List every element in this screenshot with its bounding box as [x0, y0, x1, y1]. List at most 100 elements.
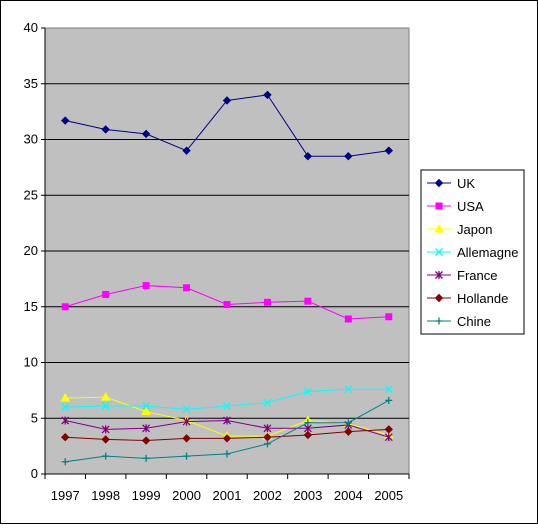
x-tick-label: 1997 — [51, 488, 80, 503]
data-point-usa — [61, 303, 69, 311]
data-point-hollande — [384, 425, 393, 434]
data-point-usa — [183, 284, 191, 292]
x-tick-label: 2003 — [293, 488, 322, 503]
legend-label-hollande: Hollande — [457, 291, 508, 306]
y-tick-label: 10 — [24, 355, 38, 370]
axes: 0 5 10 15 20 25 30 35 40 1997 1998 1999 2000 2001 2002… — [24, 20, 410, 503]
data-point-japon — [141, 406, 151, 416]
data-point-france — [384, 433, 393, 442]
legend-item-usa: USA — [427, 199, 484, 214]
legend-marker-usa — [435, 202, 443, 210]
series-france — [61, 416, 393, 442]
data-point-hollande — [182, 434, 191, 443]
data-point-france — [61, 416, 70, 425]
legend-item-japon: Japon — [427, 222, 492, 237]
legend-marker-hollande — [434, 293, 444, 303]
legend-marker-uk — [434, 178, 444, 188]
data-point-japon — [100, 392, 111, 401]
data-point-usa — [142, 282, 150, 290]
data-point-japon — [60, 393, 71, 402]
legend-marker-allemagne — [435, 248, 443, 256]
x-tick-label: 2001 — [213, 488, 242, 503]
y-tick-label: 35 — [24, 76, 38, 91]
data-point-allemagne — [263, 398, 272, 407]
legend-item-hollande: Hollande — [427, 291, 508, 306]
x-tick-label: 2000 — [172, 488, 201, 503]
data-point-uk — [101, 125, 110, 134]
legend-label-chine: Chine — [457, 314, 491, 329]
data-point-hollande — [101, 435, 110, 444]
series-allemagne — [61, 385, 393, 414]
y-tick-label: 15 — [24, 299, 38, 314]
y-tick-label: 20 — [24, 243, 38, 258]
data-point-chine — [102, 452, 110, 460]
data-point-usa — [102, 290, 110, 298]
data-point-usa — [304, 297, 312, 305]
data-point-allemagne — [344, 385, 353, 394]
data-point-allemagne — [384, 385, 393, 394]
data-point-hollande — [344, 427, 353, 436]
legend-item-chine: Chine — [427, 314, 491, 329]
data-point-uk — [141, 129, 151, 139]
data-point-france — [263, 424, 272, 433]
data-point-france — [101, 425, 110, 434]
data-point-hollande — [303, 430, 313, 440]
legend-label-france: France — [457, 268, 497, 283]
data-point-uk — [61, 116, 70, 125]
series-uk — [61, 90, 393, 161]
y-tick-label: 5 — [31, 410, 38, 425]
legend-item-uk: UK — [427, 176, 475, 191]
series-usa — [61, 282, 393, 323]
legend-marker-chine — [435, 317, 443, 325]
legend-item-allemagne: Allemagne — [427, 245, 518, 260]
y-tick-label: 30 — [24, 132, 38, 147]
x-tick-label: 1999 — [132, 488, 161, 503]
series-group — [60, 90, 394, 466]
data-point-usa — [385, 313, 393, 321]
data-point-chine — [344, 419, 352, 427]
x-tick-label: 2004 — [334, 488, 363, 503]
data-point-allemagne — [182, 405, 191, 414]
legend-label-usa: USA — [457, 199, 484, 214]
data-point-france — [223, 416, 231, 425]
series-chine — [61, 396, 393, 466]
data-point-hollande — [141, 436, 151, 445]
legend-label-uk: UK — [457, 176, 475, 191]
data-point-chine — [142, 454, 150, 462]
x-tick-label: 2002 — [253, 488, 282, 503]
legend-marker-japon — [434, 223, 444, 233]
legend: UK USA Japon Allemagne France Hollande Chine — [420, 169, 525, 335]
y-tick-label: 25 — [24, 187, 38, 202]
data-point-hollande — [61, 432, 70, 442]
data-point-chine — [223, 450, 231, 458]
x-tick-label: 1998 — [91, 488, 120, 503]
legend-label-japon: Japon — [457, 222, 492, 237]
data-point-allemagne — [223, 402, 231, 410]
data-point-allemagne — [61, 403, 70, 412]
data-point-chine — [183, 452, 191, 460]
data-point-usa — [223, 301, 231, 309]
data-point-chine — [385, 396, 393, 404]
data-point-france — [182, 417, 191, 426]
y-tick-label: 0 — [31, 466, 38, 481]
data-point-uk — [263, 90, 272, 100]
legend-marker-france — [435, 271, 443, 279]
data-point-uk — [182, 146, 191, 155]
y-tick-label: 40 — [24, 20, 38, 35]
x-tick-label: 2005 — [374, 488, 403, 503]
data-point-usa — [263, 298, 271, 306]
data-point-usa — [344, 315, 352, 323]
data-point-allemagne — [142, 402, 151, 410]
data-point-uk — [222, 96, 232, 105]
data-point-chine — [61, 458, 69, 466]
data-point-allemagne — [303, 387, 312, 396]
data-point-hollande — [222, 434, 232, 443]
data-point-uk — [344, 152, 353, 161]
legend-label-allemagne: Allemagne — [457, 245, 518, 260]
data-point-allemagne — [101, 402, 110, 410]
data-point-uk — [384, 146, 393, 155]
legend-item-france: France — [427, 268, 497, 283]
data-point-chine — [263, 440, 271, 448]
